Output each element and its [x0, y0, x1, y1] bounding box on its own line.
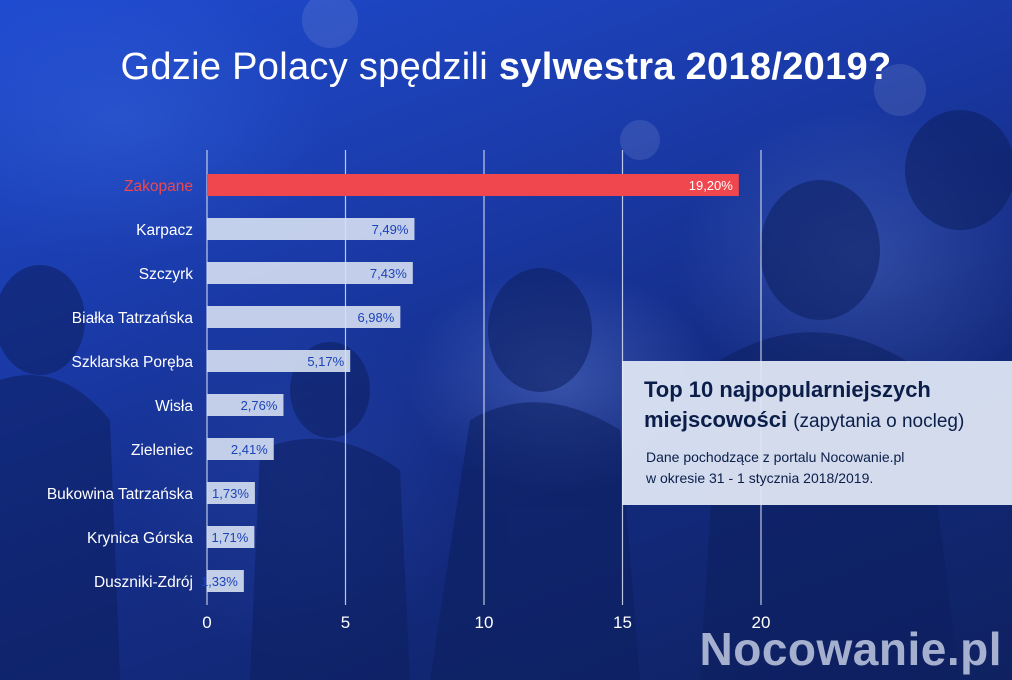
- category-label: Szczyrk: [139, 266, 194, 283]
- info-heading-line-2: miejscowości: [644, 407, 788, 432]
- bar-0: [207, 174, 739, 196]
- brand-logo: Nocowanie.pl: [699, 623, 1002, 675]
- page-title: Gdzie Polacy spędzili sylwestra 2018/201…: [0, 46, 1012, 89]
- bar-6: [207, 438, 274, 460]
- x-tick-label: 15: [613, 613, 632, 632]
- bar-7: [207, 482, 255, 504]
- bar-8: [207, 526, 255, 548]
- category-label: Karpacz: [136, 222, 193, 239]
- bar-4: [207, 350, 351, 372]
- info-description-line-1: Dane pochodzące z portalu Nocowanie.pl: [646, 449, 905, 465]
- category-label: Bukowina Tatrzańska: [47, 486, 194, 503]
- value-label: 7,49%: [372, 222, 409, 237]
- x-tick-label: 5: [341, 613, 350, 632]
- value-label: 1,71%: [211, 530, 248, 545]
- value-label: 19,20%: [689, 178, 734, 193]
- bars: Zakopane 19,20% Karpacz 7,49% Szczyrk 7,43% Bi…: [47, 174, 739, 592]
- category-label: Szklarska Poręba: [72, 354, 194, 371]
- category-label: Zieleniec: [131, 442, 193, 459]
- bar-3: [207, 306, 401, 328]
- info-heading-note: (zapytania o nocleg): [793, 411, 965, 432]
- category-label: Duszniki-Zdrój: [94, 574, 193, 591]
- value-label: 2,76%: [241, 398, 278, 413]
- category-label: Wisła: [155, 398, 193, 415]
- bar-5: [207, 394, 284, 416]
- value-label: 2,41%: [231, 442, 268, 457]
- info-heading-line-1: Top 10 najpopularniejszych: [644, 377, 931, 402]
- x-tick-label: 10: [475, 613, 494, 632]
- value-label: 1,73%: [212, 486, 249, 501]
- value-label: 7,43%: [370, 266, 407, 281]
- x-tick-label: 0: [202, 613, 211, 632]
- value-label: 6,98%: [357, 310, 394, 325]
- category-label: Zakopane: [124, 178, 193, 195]
- x-axis-ticks: 0 5 10 15 20: [202, 613, 770, 632]
- category-label: Krynica Górska: [87, 530, 193, 547]
- info-box: Top 10 najpopularniejszych miejscowości …: [622, 361, 1012, 505]
- title-bold: sylwestra 2018/2019?: [498, 46, 892, 88]
- info-description: Dane pochodzące z portalu Nocowanie.pl w…: [646, 447, 986, 489]
- x-tick-label: 20: [752, 613, 771, 632]
- bar-2: [207, 262, 413, 284]
- value-label: 5,17%: [307, 354, 344, 369]
- category-label: Białka Tatrzańska: [72, 310, 194, 327]
- bar-9: [207, 570, 244, 592]
- value-label: 1,33%: [201, 574, 238, 589]
- info-description-line-2: w okresie 31 - 1 stycznia 2018/2019.: [646, 470, 874, 486]
- bar-1: [207, 218, 415, 240]
- info-heading: Top 10 najpopularniejszych miejscowości …: [644, 375, 1004, 437]
- title-regular: Gdzie Polacy spędzili: [120, 46, 488, 88]
